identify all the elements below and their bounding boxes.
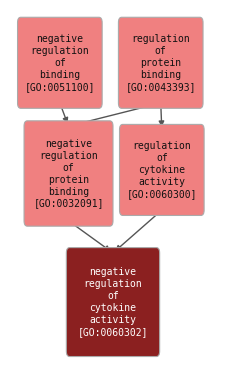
FancyBboxPatch shape <box>119 124 203 215</box>
Text: regulation
of
protein
binding
[GO:0043393]: regulation of protein binding [GO:004339… <box>125 34 195 92</box>
Text: negative
regulation
of
cytokine
activity
[GO:0060302]: negative regulation of cytokine activity… <box>77 267 148 337</box>
FancyBboxPatch shape <box>118 17 202 108</box>
FancyBboxPatch shape <box>24 121 112 226</box>
Text: regulation
of
cytokine
activity
[GO:0060300]: regulation of cytokine activity [GO:0060… <box>126 141 196 199</box>
Text: negative
regulation
of
binding
[GO:0051100]: negative regulation of binding [GO:00511… <box>25 34 95 92</box>
Text: negative
regulation
of
protein
binding
[GO:0032091]: negative regulation of protein binding [… <box>33 138 103 208</box>
FancyBboxPatch shape <box>66 248 159 356</box>
FancyBboxPatch shape <box>18 17 102 108</box>
